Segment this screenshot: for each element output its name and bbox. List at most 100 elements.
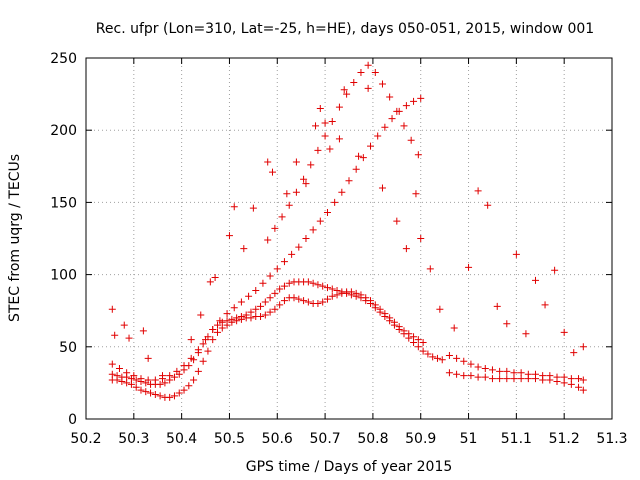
data-point	[424, 350, 432, 358]
data-point	[180, 362, 188, 370]
data-point	[304, 278, 312, 286]
data-point	[367, 297, 375, 305]
data-point	[209, 325, 217, 333]
data-point	[187, 354, 195, 362]
x-tick-label: 50.7	[310, 431, 341, 447]
data-point	[575, 383, 583, 391]
data-point	[180, 386, 188, 394]
data-point	[285, 201, 293, 209]
data-point	[551, 266, 559, 274]
y-tick-label: 250	[50, 51, 77, 67]
data-point	[381, 310, 389, 318]
data-point	[347, 288, 355, 296]
data-point	[309, 226, 317, 234]
data-point	[266, 272, 274, 280]
data-point	[419, 347, 427, 355]
data-point	[460, 372, 468, 380]
x-axis-label: GPS time / Days of year 2015	[246, 459, 453, 475]
x-tick-label: 51.1	[501, 431, 532, 447]
data-point	[474, 363, 482, 371]
data-point	[323, 209, 331, 217]
data-point	[323, 284, 331, 292]
data-point	[338, 188, 346, 196]
data-point	[120, 321, 128, 329]
data-point	[467, 372, 475, 380]
data-point	[388, 115, 396, 123]
series-2	[108, 94, 425, 384]
data-point	[137, 375, 145, 383]
data-point	[560, 379, 568, 387]
data-point	[319, 298, 327, 306]
data-point	[151, 376, 159, 384]
data-point	[144, 354, 152, 362]
data-point	[130, 372, 138, 380]
data-point	[484, 201, 492, 209]
x-tick-label: 50.8	[357, 431, 388, 447]
data-point	[546, 376, 554, 384]
data-point	[467, 360, 475, 368]
data-point	[252, 305, 260, 313]
y-tick-label: 200	[50, 123, 77, 139]
data-point	[575, 375, 583, 383]
data-point	[166, 393, 174, 401]
data-point	[419, 338, 427, 346]
data-point	[395, 323, 403, 331]
y-tick-label: 0	[68, 412, 77, 428]
data-point	[314, 146, 322, 154]
x-tick-labels: 50.2 50.3 50.4 50.5 50.6 50.7 50.8 50.9 51 51.1 51…	[70, 431, 627, 447]
data-point	[328, 118, 336, 126]
data-point	[266, 294, 274, 302]
data-point	[273, 265, 281, 273]
data-point	[271, 224, 279, 232]
data-point	[295, 295, 303, 303]
data-point	[350, 79, 358, 87]
data-point	[266, 308, 274, 316]
data-point	[335, 103, 343, 111]
data-point	[216, 317, 224, 325]
data-point	[352, 165, 360, 173]
data-point	[280, 258, 288, 266]
data-point	[438, 356, 446, 364]
data-point	[407, 136, 415, 144]
data-point	[453, 354, 461, 362]
data-point	[271, 305, 279, 313]
data-point	[393, 107, 401, 115]
data-point	[230, 203, 238, 211]
data-point	[512, 250, 520, 258]
data-point	[108, 305, 116, 313]
data-point	[240, 245, 248, 253]
data-point	[560, 328, 568, 336]
data-point	[271, 289, 279, 297]
data-point	[359, 154, 367, 162]
data-point	[307, 161, 315, 169]
data-point	[371, 301, 379, 309]
data-point	[417, 94, 425, 102]
data-point	[429, 353, 437, 361]
data-point	[139, 327, 147, 335]
data-point	[264, 158, 272, 166]
data-point	[465, 263, 473, 271]
data-point	[268, 168, 276, 176]
data-point	[300, 175, 308, 183]
data-point	[113, 372, 121, 380]
data-point	[214, 321, 221, 329]
data-point	[343, 90, 351, 98]
data-point	[223, 317, 231, 325]
data-point	[237, 312, 245, 320]
data-point	[579, 343, 587, 351]
data-point	[142, 388, 150, 396]
data-point	[204, 347, 212, 355]
data-point	[314, 299, 322, 307]
data-point	[194, 346, 202, 354]
x-tick-label: 51	[460, 431, 478, 447]
data-point	[300, 297, 308, 305]
data-point	[257, 312, 265, 320]
data-point	[161, 379, 169, 387]
data-point	[302, 180, 310, 188]
data-point	[295, 243, 303, 251]
data-point	[374, 132, 382, 140]
data-point	[553, 377, 561, 385]
data-point	[111, 331, 119, 339]
data-point	[402, 102, 410, 110]
